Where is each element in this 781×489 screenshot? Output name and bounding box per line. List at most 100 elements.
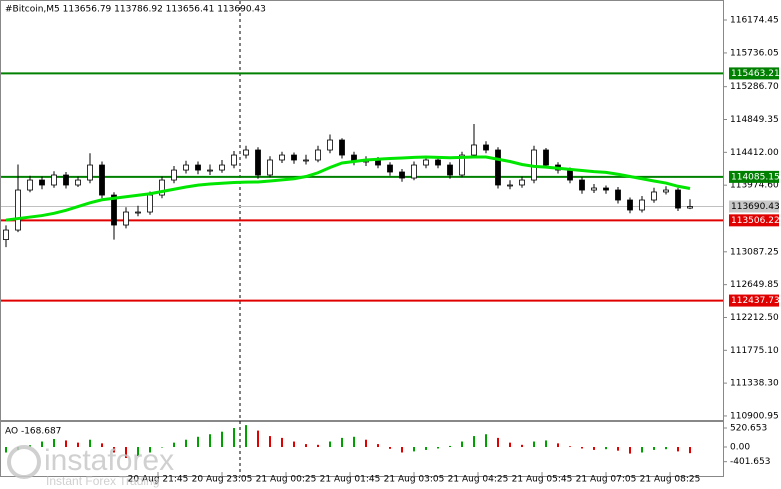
price-panel-frame <box>0 0 724 421</box>
candle-body <box>615 189 621 201</box>
y-tick-label: 110900.95 <box>730 411 779 421</box>
ao-bar <box>149 447 151 453</box>
ao-bar <box>689 447 691 454</box>
ao-bar <box>161 447 163 448</box>
ao-bar <box>545 440 547 448</box>
ao-bar <box>209 434 211 448</box>
x-tick-label: 21 Aug 07:05 <box>576 475 637 485</box>
ao-panel-frame <box>0 421 724 477</box>
candle-body <box>495 149 501 186</box>
ao-bar <box>521 444 523 448</box>
moving-average <box>5 155 691 222</box>
ao-bar <box>377 444 379 448</box>
ao-bar <box>461 441 463 448</box>
x-tick-label: 21 Aug 00:25 <box>256 475 317 485</box>
ao-bar <box>197 436 199 448</box>
ao-bar <box>317 444 319 448</box>
candle-body <box>219 164 225 171</box>
ao-bar <box>89 439 91 448</box>
ao-bar <box>281 437 283 448</box>
candle-body <box>75 179 81 186</box>
ao-bar <box>113 447 115 453</box>
ao-bar <box>269 436 271 448</box>
candle-body <box>63 174 69 186</box>
y-tick-label: 115736.05 <box>730 48 779 58</box>
y-tick-label: 111775.10 <box>730 346 779 356</box>
ao-bar <box>173 442 175 448</box>
level-label: 113506.22 <box>731 216 780 226</box>
x-tick-label: 21 Aug 01:45 <box>320 475 381 485</box>
ao-bar <box>53 438 55 448</box>
ao-bar <box>665 447 667 450</box>
candle-body <box>459 154 465 176</box>
candle-body <box>15 189 21 231</box>
candle-body <box>519 179 525 186</box>
y-tick-label: 113087.25 <box>730 247 779 257</box>
ao-bar <box>137 447 139 457</box>
ao-bar <box>221 431 223 448</box>
ao-bar <box>449 445 451 448</box>
candle-body <box>483 144 489 151</box>
ao-bar <box>185 439 187 448</box>
ao-tick-label: 520.653 <box>730 424 767 434</box>
candle-body <box>411 164 417 179</box>
ao-bar <box>509 442 511 448</box>
candle-body <box>27 179 33 191</box>
ao-bar <box>557 443 559 448</box>
ao-bar <box>353 436 355 448</box>
candle-body <box>3 229 9 240</box>
ao-bar <box>389 447 391 449</box>
level-label-bg <box>729 170 779 183</box>
ao-bar <box>569 446 571 448</box>
candle-body <box>135 211 141 214</box>
candle-body <box>627 199 633 211</box>
candle-body <box>507 184 513 187</box>
candle-body <box>87 164 93 181</box>
x-tick-label: 20 Aug 21:45 <box>128 475 189 485</box>
candle-body <box>159 179 165 196</box>
ao-bar <box>605 447 607 450</box>
ao-bar <box>101 443 103 448</box>
ao-bar <box>593 447 595 450</box>
ao-bar <box>473 436 475 448</box>
candle-body <box>231 154 237 166</box>
ao-bar <box>401 447 403 453</box>
candle-body <box>279 154 285 161</box>
candle-body <box>111 194 117 226</box>
candle-body <box>315 149 321 161</box>
candle-body <box>423 159 429 166</box>
ao-bar <box>425 447 427 450</box>
candle-body <box>399 171 405 179</box>
candle-body <box>603 187 609 191</box>
ao-bar <box>437 447 439 449</box>
ao-bar <box>329 441 331 448</box>
ao-bar <box>485 434 487 448</box>
candle-body <box>663 189 669 193</box>
ao-tick-label: 0.00 <box>730 443 750 453</box>
candle-body <box>291 154 297 161</box>
chart-title: #Bitcoin,M5 113656.79 113786.92 113656.4… <box>5 5 266 15</box>
ao-bar <box>245 425 247 448</box>
ao-bar <box>365 439 367 448</box>
candle-body <box>579 179 585 191</box>
ao-bar <box>497 437 499 448</box>
candle-body <box>147 194 153 213</box>
candle-body <box>243 149 249 156</box>
candle-body <box>195 164 201 171</box>
watermark-brand: instaforex <box>44 444 174 477</box>
x-tick-label: 21 Aug 04:25 <box>448 475 509 485</box>
ao-bar <box>533 441 535 448</box>
y-tick-label: 116174.45 <box>730 16 779 26</box>
ao-bar <box>5 447 7 453</box>
candle-body <box>99 164 105 196</box>
candle-body <box>123 211 129 226</box>
y-tick-label: 114412.00 <box>730 148 779 158</box>
x-tick-label: 21 Aug 08:25 <box>640 475 701 485</box>
candle-body <box>171 169 177 181</box>
candle-body <box>207 169 213 172</box>
candle-body <box>255 149 261 176</box>
y-tick-label: 115286.70 <box>730 82 779 92</box>
candle-body <box>183 164 189 171</box>
ao-bar <box>233 428 235 448</box>
